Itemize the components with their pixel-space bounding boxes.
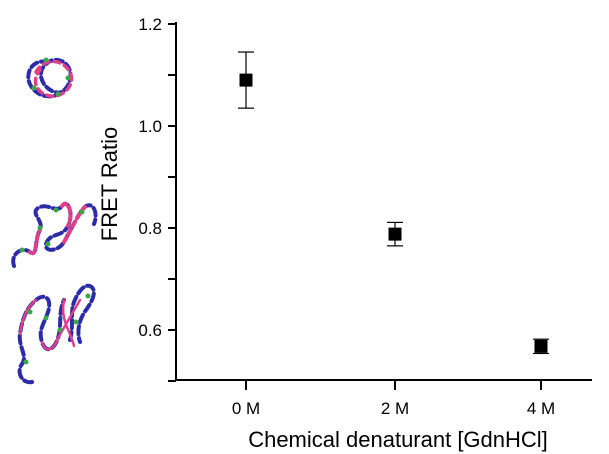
y-tick-label: 1.2 [138,15,162,34]
x-axis-ticks: 0 M 2 M 4 M [232,380,555,418]
y-axis-ticks: 0.6 0.8 1.0 1.2 [138,15,176,382]
data-point-4m [533,338,549,355]
y-tick-label: 1.0 [138,117,162,136]
square-marker [534,339,548,353]
x-axis-title: Chemical denaturant [GdnHCl] [248,427,548,452]
data-points [238,51,549,355]
x-tick-label: 4 M [527,399,555,418]
y-tick-label: 0.6 [138,321,162,340]
x-tick-label: 2 M [381,399,409,418]
y-tick-label: 0.8 [138,219,162,238]
unfolded-protein-icon [17,283,96,385]
y-axis-title: FRET Ratio [97,127,122,242]
square-marker [239,73,253,87]
square-marker [388,227,402,241]
data-point-2m [387,221,403,247]
folded-protein-icon [26,57,74,99]
partially-unfolded-protein-icon [11,202,98,268]
data-point-0m [238,51,254,109]
x-tick-label: 0 M [232,399,260,418]
